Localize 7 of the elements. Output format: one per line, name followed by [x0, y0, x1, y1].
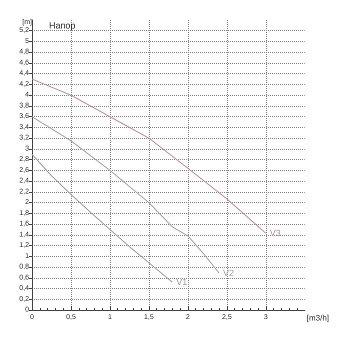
- line-series: [32, 116, 220, 274]
- series-label: V2: [223, 268, 234, 278]
- chart-title: Напор: [49, 20, 76, 30]
- series-label: V1: [176, 277, 188, 288]
- line-series: [32, 78, 266, 234]
- x-axis-title: [m3/h]: [306, 314, 330, 322]
- series-label: V3: [270, 228, 281, 238]
